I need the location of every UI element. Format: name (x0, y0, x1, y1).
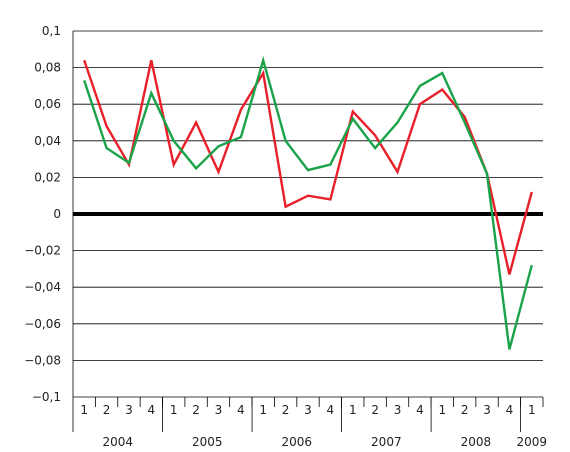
x-category-label: 3 (125, 403, 133, 417)
y-tick-label: −0,06 (24, 317, 61, 331)
x-category-label: 1 (349, 403, 357, 417)
x-category-label: 2 (282, 403, 290, 417)
x-year-label: 2005 (192, 435, 223, 449)
x-category-label: 2 (461, 403, 469, 417)
y-tick-label: −0,04 (24, 280, 61, 294)
x-year-label: 2009 (517, 435, 548, 449)
x-year-label: 2008 (461, 435, 492, 449)
y-tick-label: −0,02 (24, 244, 61, 258)
y-tick-label: 0,1 (42, 24, 61, 38)
y-tick-label: −0,1 (32, 390, 61, 404)
x-category-label: 4 (416, 403, 424, 417)
x-category-label: 1 (170, 403, 178, 417)
axes (72, 31, 544, 432)
y-tick-label: 0,06 (34, 97, 61, 111)
y-tick-label: −0,08 (24, 353, 61, 367)
x-category-label: 2 (371, 403, 379, 417)
axis-labels: 0,1 0,08 0,06 0,04 0,02 0 −0,02 −0,04 −0,06 −0,08… (24, 24, 547, 449)
x-category-label: 3 (215, 403, 223, 417)
gridlines (73, 30, 543, 398)
x-category-label: 1 (528, 403, 536, 417)
y-tick-label: 0 (53, 207, 61, 221)
x-category-label: 1 (438, 403, 446, 417)
x-year-label: 2006 (282, 435, 313, 449)
x-category-label: 2 (192, 403, 200, 417)
series-line-2 (83, 55, 533, 350)
x-category-label: 3 (394, 403, 402, 417)
x-category-label: 4 (506, 403, 514, 417)
series-lines (83, 55, 533, 350)
y-tick-label: 0,04 (34, 134, 61, 148)
x-category-label: 3 (483, 403, 491, 417)
x-category-label: 4 (148, 403, 156, 417)
x-year-label: 2004 (102, 435, 133, 449)
x-year-label: 2007 (371, 435, 402, 449)
y-tick-label: 0,02 (34, 170, 61, 184)
x-category-label: 1 (259, 403, 267, 417)
x-category-label: 3 (304, 403, 312, 417)
x-category-label: 4 (327, 403, 335, 417)
x-category-label: 2 (103, 403, 111, 417)
y-tick-label: 0,08 (34, 61, 61, 75)
x-category-label: 1 (80, 403, 88, 417)
x-category-label: 4 (237, 403, 245, 417)
